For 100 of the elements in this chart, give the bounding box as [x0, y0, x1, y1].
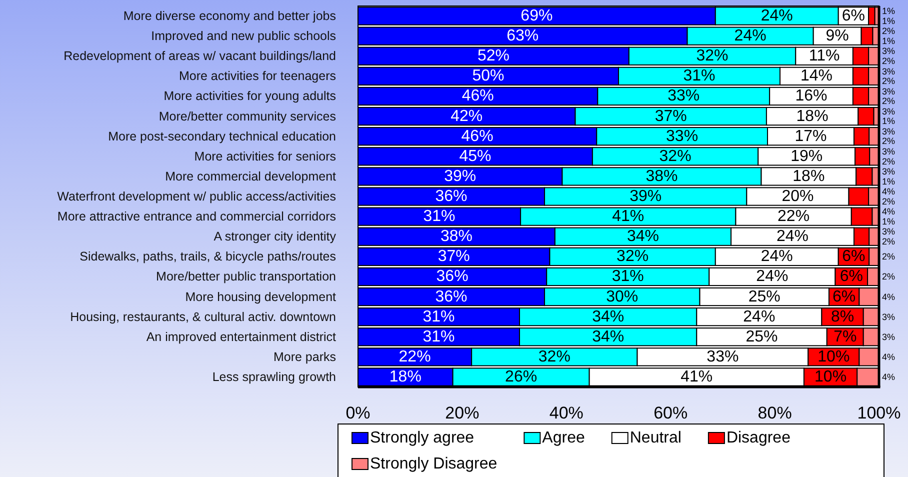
x-tick-label: 40% — [549, 404, 584, 422]
data-label: 4% — [882, 186, 896, 197]
data-label: 3% — [882, 166, 896, 177]
data-label: 8% — [830, 308, 854, 326]
data-label: 10% — [814, 368, 847, 386]
data-label: 4% — [882, 292, 896, 302]
data-label: 36% — [436, 268, 468, 286]
data-label: 3% — [882, 332, 896, 342]
data-label: 7% — [834, 328, 857, 346]
data-label: 24% — [756, 268, 788, 286]
data-label: 4% — [882, 372, 896, 382]
data-label: 2% — [882, 56, 896, 66]
data-label: 34% — [592, 308, 624, 326]
data-label: 18% — [796, 108, 828, 125]
data-label: 14% — [800, 68, 832, 85]
data-label: 2% — [882, 96, 896, 106]
y-tick-label: More attractive entrance and commercial corridors — [57, 210, 336, 224]
data-label: 3% — [882, 312, 896, 322]
data-label: 24% — [743, 308, 776, 326]
data-label: 32% — [538, 348, 570, 366]
data-label: 2% — [882, 136, 896, 146]
data-label: 31% — [422, 308, 455, 326]
data-label: 18% — [389, 368, 422, 386]
data-label: 46% — [461, 128, 494, 145]
data-label: 46% — [462, 88, 494, 105]
legend-label: Strongly Disagree — [370, 456, 498, 472]
data-label: 3% — [882, 226, 896, 237]
data-label: 36% — [435, 288, 468, 306]
data-label: 45% — [459, 148, 492, 165]
data-label: 32% — [659, 148, 692, 165]
data-label: 31% — [683, 68, 716, 85]
data-label: 3% — [882, 106, 896, 116]
data-label: 22% — [778, 208, 810, 226]
data-label: 2% — [882, 26, 896, 36]
data-label: 26% — [505, 368, 538, 386]
data-label: 24% — [734, 28, 766, 45]
data-label: 69% — [520, 8, 553, 25]
data-label: 2% — [882, 252, 896, 262]
data-label: 38% — [440, 228, 472, 246]
y-tick-label: More parks — [273, 350, 336, 364]
data-label: 18% — [792, 168, 825, 185]
x-tick-label: 60% — [654, 404, 688, 422]
y-tick-label: More post-secondary technical education — [108, 129, 336, 144]
data-label: 30% — [606, 288, 638, 306]
data-label: 4% — [882, 206, 896, 217]
y-tick-label: More activities for teenagers — [178, 69, 336, 84]
data-label: 33% — [706, 348, 739, 366]
data-label: 4% — [882, 352, 896, 362]
data-label: 19% — [790, 148, 823, 165]
data-label: 11% — [808, 48, 840, 65]
data-label: 3% — [882, 46, 896, 56]
data-label: 41% — [680, 368, 713, 386]
data-label: 52% — [477, 48, 510, 65]
data-label: 50% — [472, 68, 504, 85]
y-tick-label: More/better public transportation — [156, 270, 336, 284]
legend-label: Agree — [542, 430, 585, 446]
data-label: 1% — [882, 116, 896, 126]
data-label: 17% — [794, 128, 827, 145]
data-label: 34% — [626, 228, 660, 246]
data-label: 37% — [654, 108, 687, 125]
y-tick-label: A stronger city identity — [214, 230, 337, 244]
data-label: 24% — [760, 248, 793, 266]
data-label: 1% — [882, 216, 896, 226]
data-label: 1% — [882, 36, 896, 46]
y-tick-label: Housing, restaurants, & cultural activ. downtown — [70, 310, 336, 324]
data-label: 2% — [882, 272, 896, 282]
data-label: 63% — [506, 28, 539, 45]
y-tick-label: Sidewalks, paths, trails, & bicycle paths/routes — [80, 250, 336, 264]
data-label: 3% — [882, 86, 896, 96]
legend-label: Disagree — [726, 430, 791, 446]
data-label: 2% — [882, 156, 896, 166]
data-label: 2% — [882, 76, 896, 86]
data-label: 39% — [630, 188, 662, 205]
data-label: 32% — [696, 48, 728, 65]
y-tick-label: Redevelopment of areas w/ vacant buildings/land — [64, 49, 336, 64]
data-label: 25% — [748, 288, 780, 306]
data-label: 1% — [882, 176, 896, 186]
y-tick-label: Waterfront development w/ public access/activities — [57, 190, 336, 204]
data-label: 6% — [842, 8, 866, 25]
data-label: 31% — [422, 328, 455, 346]
x-tick-label: 0% — [346, 404, 370, 422]
data-label: 10% — [818, 348, 850, 366]
data-label: 1% — [882, 6, 896, 16]
data-label: 33% — [666, 128, 698, 145]
data-label: 31% — [423, 208, 456, 226]
y-tick-label: Less sprawling growth — [212, 370, 336, 384]
data-label: 9% — [826, 28, 849, 45]
data-label: 37% — [438, 248, 470, 266]
data-label: 22% — [398, 348, 431, 366]
data-label: 32% — [616, 248, 649, 266]
data-label: 36% — [435, 188, 468, 205]
x-tick-label: 20% — [445, 404, 480, 422]
y-tick-label: More diverse economy and better jobs — [123, 9, 336, 24]
data-label: 16% — [795, 88, 828, 105]
data-label: 24% — [760, 8, 793, 25]
data-label: 3% — [882, 126, 896, 136]
data-label: 25% — [746, 328, 778, 346]
legend-label: Neutral — [630, 430, 682, 446]
data-label: 6% — [832, 288, 856, 306]
y-tick-label: More activities for seniors — [194, 149, 336, 164]
